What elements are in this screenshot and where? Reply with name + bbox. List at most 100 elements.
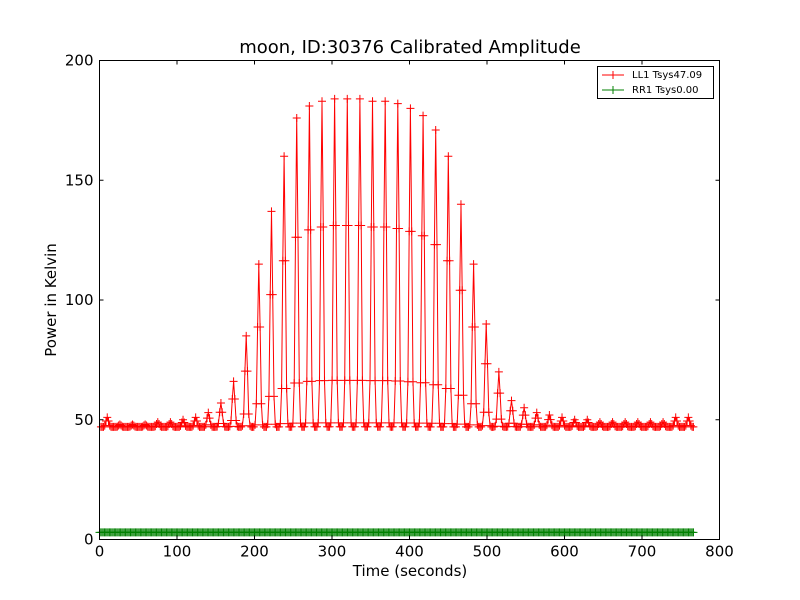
series-ll1-point — [307, 377, 316, 386]
series-ll1-point — [275, 422, 284, 431]
series-ll1-point — [263, 420, 272, 429]
series-ll1-point — [251, 420, 260, 429]
series-ll1-point — [318, 97, 327, 106]
series-ll1-point — [276, 419, 285, 428]
x-tick-label: 300 — [318, 543, 347, 561]
series-ll1-point — [355, 94, 364, 103]
series-rr1-point — [689, 528, 698, 537]
series-ll1-point — [229, 377, 238, 386]
series-ll1-point — [350, 422, 359, 431]
series-ll1-point — [224, 422, 233, 431]
series-ll1-point — [204, 408, 213, 417]
series-ll1-point — [685, 417, 694, 426]
series-ll1-point — [545, 410, 554, 419]
series-ll1-point — [402, 418, 411, 427]
series-ll1-point — [368, 97, 377, 106]
series-ll1-point — [249, 422, 258, 431]
series-ll1-point — [393, 99, 402, 108]
series-ll1-point — [314, 418, 323, 427]
series-ll1-point — [684, 413, 693, 422]
series-ll1-point — [464, 422, 473, 431]
x-tick-label: 0 — [95, 543, 105, 561]
series-ll1-point — [180, 418, 189, 427]
series-ll1-point — [440, 419, 449, 428]
series-ll1-point — [200, 422, 209, 431]
x-tick-label: 100 — [163, 543, 192, 561]
series-ll1-point — [621, 418, 630, 427]
series-ll1-point — [319, 222, 328, 231]
series-ll1-point — [216, 398, 225, 407]
series-ll1-point — [459, 391, 468, 400]
series-ll1-point — [280, 152, 289, 161]
series-ll1-point — [427, 419, 436, 428]
series-ll1-point — [381, 97, 390, 106]
series-ll1-point — [608, 418, 617, 427]
series-ll1-point — [458, 286, 467, 295]
series-ll1-point — [584, 418, 593, 427]
x-axis-label: Time (seconds) — [352, 562, 468, 580]
x-tick-label: 700 — [628, 543, 657, 561]
series-ll1-point — [371, 376, 380, 385]
legend-label-rr1: RR1 Tsys0.00 — [632, 85, 699, 96]
series-ll1-point — [267, 207, 276, 216]
series-ll1-point — [534, 414, 543, 423]
series-ll1-point — [401, 422, 410, 431]
series-ll1-point — [520, 403, 529, 412]
series-ll1-point — [434, 380, 443, 389]
series-ll1-point — [446, 384, 455, 393]
series-ll1-point — [558, 413, 567, 422]
series-ll1-point — [503, 422, 512, 431]
series-ll1-point — [364, 418, 373, 427]
legend-label-ll1: LL1 Tsys47.09 — [632, 70, 702, 81]
series-ll1-point — [508, 406, 517, 415]
series-ll1-point — [579, 422, 588, 431]
series-ll1-point — [554, 422, 563, 431]
series-ll1-point — [292, 113, 301, 122]
y-axis-label: Power in Kelvin — [42, 243, 60, 357]
series-ll1-point — [305, 102, 314, 111]
series-ll1-point — [680, 422, 689, 431]
series-ll1-point — [243, 367, 252, 376]
series-ll1-point — [153, 418, 162, 427]
series-ll1-point — [99, 422, 108, 431]
series-ll1-point — [343, 94, 352, 103]
series-ll1-point — [478, 421, 487, 430]
series-ll1-point — [421, 378, 430, 387]
series-ll1-point — [331, 221, 340, 230]
series-ll1-point — [269, 392, 278, 401]
series-ll1-point — [357, 221, 366, 230]
series-ll1-point — [325, 422, 334, 431]
series-ll1-point — [483, 359, 492, 368]
series-ll1-point — [439, 422, 448, 431]
series-ll1-point — [345, 376, 354, 385]
series-ll1-point — [254, 260, 263, 269]
series-ll1-point — [396, 377, 405, 386]
series-ll1-point — [426, 422, 435, 431]
series-ll1-point — [333, 376, 342, 385]
series-ll1-point — [166, 418, 175, 427]
x-tick-label: 200 — [240, 543, 269, 561]
series-ll1-point — [287, 422, 296, 431]
series-ll1-point — [408, 377, 417, 386]
x-tick-label: 500 — [473, 543, 502, 561]
series-ll1-point — [484, 408, 493, 417]
series-ll1-point — [268, 290, 277, 299]
series-ll1-point — [633, 418, 642, 427]
series-ll1-point — [406, 104, 415, 113]
series-ll1-point — [595, 418, 604, 427]
series-ll1-point — [532, 408, 541, 417]
series-ll1-point — [218, 408, 227, 417]
series-ll1-point — [456, 200, 465, 209]
series-ll1-point — [104, 417, 113, 426]
series-ll1-point — [187, 422, 196, 431]
series-ll1-point — [445, 256, 454, 265]
y-tick-label: 200 — [65, 52, 94, 70]
series-ll1-point — [175, 422, 184, 431]
series-ll1-point — [388, 422, 397, 431]
series-ll1-point — [566, 422, 575, 431]
series-ll1-point — [491, 422, 500, 431]
series-ll1-point — [571, 418, 580, 427]
series-ll1-point — [470, 322, 479, 331]
series-ll1-line — [100, 98, 694, 428]
legend-marker-rr1 — [609, 86, 617, 94]
